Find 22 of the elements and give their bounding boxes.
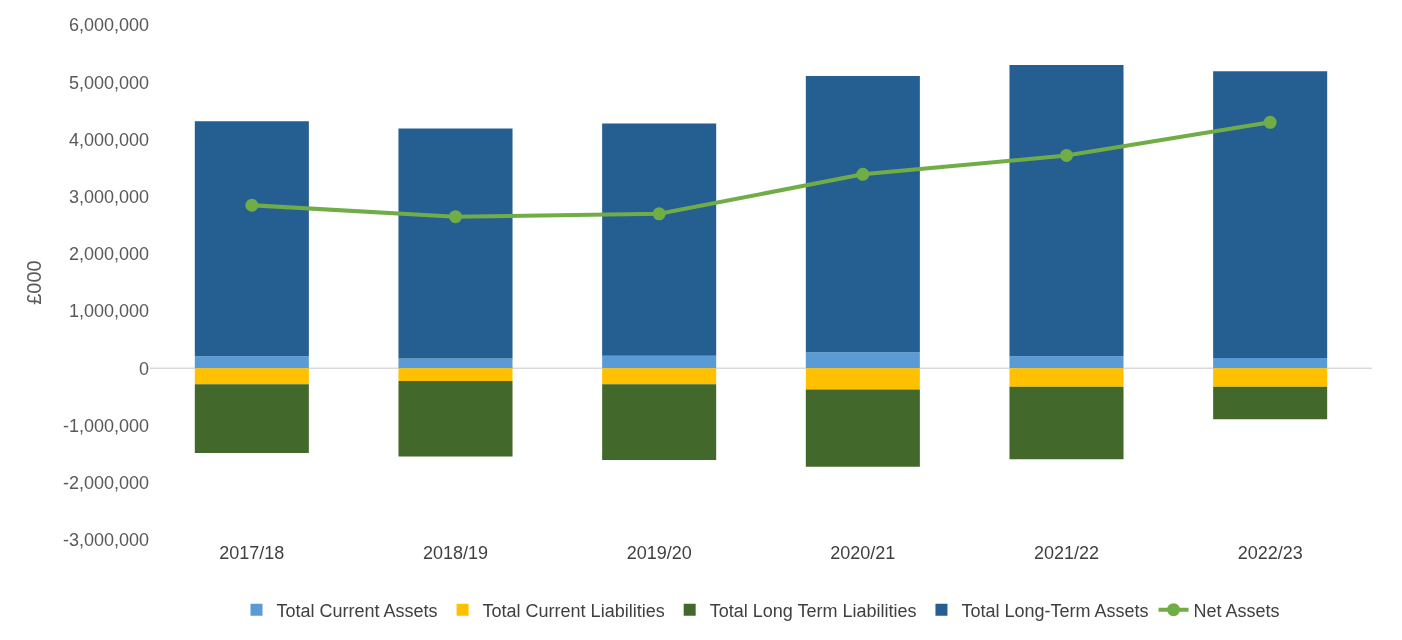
- y-tick-label: 5,000,000: [68, 72, 149, 93]
- y-tick-label: 4,000,000: [68, 129, 149, 150]
- x-tick-label: 2021/22: [1033, 543, 1100, 563]
- x-tick-label: 2020/21: [830, 543, 896, 563]
- x-tick-label: 2017/18: [219, 543, 285, 563]
- y-tick-label: -1,000,000: [62, 415, 149, 436]
- legend-label: Total Long-Term Assets: [961, 600, 1149, 621]
- y-tick-label: 6,000,000: [68, 15, 149, 36]
- legend-label: Total Current Liabilities: [482, 600, 665, 621]
- y-tick-label: -2,000,000: [62, 473, 149, 494]
- y-tick-label: 2,000,000: [68, 244, 149, 265]
- x-tick-label: 2019/20: [626, 543, 692, 563]
- legend-label: Total Current Assets: [276, 600, 438, 621]
- y-axis-title: £000: [23, 260, 46, 305]
- y-tick-label: 0: [138, 358, 149, 379]
- x-tick-label: 2018/19: [422, 543, 489, 563]
- legend-label: Net Assets: [1193, 600, 1280, 621]
- y-tick-label: -3,000,000: [62, 530, 149, 551]
- legend-label: Total Long Term Liabilities: [709, 600, 917, 621]
- y-tick-label: 3,000,000: [68, 186, 149, 207]
- x-tick-label: 2022/23: [1237, 543, 1303, 563]
- y-tick-label: 1,000,000: [68, 301, 149, 322]
